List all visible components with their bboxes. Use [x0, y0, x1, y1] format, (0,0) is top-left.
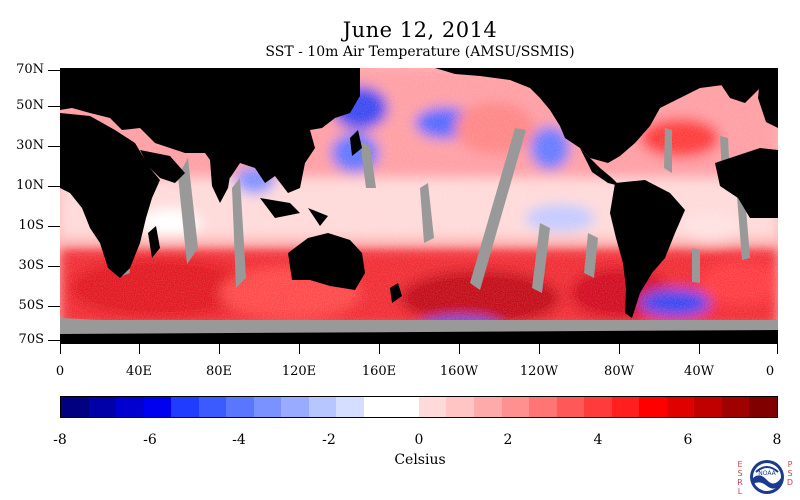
- colorbar-swatch: [611, 397, 640, 417]
- lon-tick: [539, 344, 540, 354]
- lon-label: 80W: [604, 364, 634, 379]
- lat-tick: [48, 70, 60, 71]
- noaa-emblem-icon: NOAA: [750, 460, 784, 494]
- colorbar-swatch: [391, 397, 419, 417]
- lon-tick: [219, 344, 220, 354]
- colorbar-tick-label: -6: [143, 432, 157, 448]
- sst-anomaly-map: [60, 68, 778, 344]
- colorbar-swatch: [308, 397, 337, 417]
- lat-tick: [48, 146, 60, 147]
- lat-tick: [48, 106, 60, 107]
- lat-label: 10N: [16, 178, 44, 193]
- lon-tick: [379, 344, 380, 354]
- lat-tick: [48, 306, 60, 307]
- colorbar-swatch: [639, 397, 667, 417]
- colorbar-swatch: [418, 397, 447, 417]
- lat-label: 50N: [16, 98, 44, 113]
- lon-label: 160E: [361, 364, 397, 379]
- colorbar-swatch: [253, 397, 282, 417]
- map-subtitle: SST - 10m Air Temperature (AMSU/SSMIS): [265, 44, 575, 60]
- colorbar-swatch: [198, 397, 227, 417]
- land-masses: [60, 68, 778, 344]
- lat-tick: [48, 186, 60, 187]
- lat-label: 70S: [18, 332, 44, 347]
- colorbar-tick-label: 4: [593, 432, 603, 448]
- colorbar-swatch: [281, 397, 309, 417]
- colorbar-tick-label: -4: [232, 432, 246, 448]
- colorbar-swatch: [116, 397, 144, 417]
- lon-label: 40E: [125, 364, 153, 379]
- colorbar-swatch: [61, 397, 89, 417]
- colorbar-tick-label: 0: [414, 432, 424, 448]
- lat-label: 30S: [18, 258, 44, 273]
- colorbar-swatch: [721, 397, 750, 417]
- lat-label: 70N: [16, 62, 44, 77]
- lon-tick: [777, 344, 778, 354]
- lon-tick: [699, 344, 700, 354]
- colorbar-swatch: [88, 397, 117, 417]
- colorbar: [60, 396, 778, 418]
- colorbar-tick-label: 6: [683, 432, 693, 448]
- lat-label: 30N: [16, 138, 44, 153]
- colorbar-swatch: [501, 397, 530, 417]
- lon-tick: [60, 344, 61, 354]
- colorbar-tick-label: -2: [322, 432, 336, 448]
- colorbar-swatch: [143, 397, 172, 417]
- colorbar-tick-label: -8: [53, 432, 67, 448]
- colorbar-units: Celsius: [394, 452, 446, 468]
- lon-label: 120E: [281, 364, 317, 379]
- colorbar-swatch: [473, 397, 502, 417]
- lon-tick: [459, 344, 460, 354]
- lat-tick: [48, 266, 60, 267]
- lat-label: 10S: [18, 218, 44, 233]
- colorbar-swatch: [226, 397, 254, 417]
- map-title: June 12, 2014: [342, 18, 498, 42]
- colorbar-tick-label: 8: [772, 432, 782, 448]
- lon-label: 120W: [519, 364, 559, 379]
- colorbar-swatch: [694, 397, 722, 417]
- lon-label: 40W: [684, 364, 714, 379]
- lat-label: 50S: [18, 298, 44, 313]
- lat-tick: [48, 226, 60, 227]
- noaa-wordmark: NOAA: [758, 470, 776, 477]
- colorbar-swatch: [749, 397, 777, 417]
- colorbar-swatch: [584, 397, 612, 417]
- colorbar-swatch: [666, 397, 695, 417]
- lon-tick: [299, 344, 300, 354]
- colorbar-swatch: [171, 397, 199, 417]
- lon-tick: [619, 344, 620, 354]
- colorbar-swatch: [446, 397, 474, 417]
- lon-label: 80E: [205, 364, 233, 379]
- colorbar-swatch: [363, 397, 392, 417]
- colorbar-swatch: [556, 397, 585, 417]
- lat-tick: [48, 340, 60, 341]
- lon-label: 0: [765, 364, 775, 379]
- lon-label: 160W: [439, 364, 479, 379]
- colorbar-tick-label: 2: [503, 432, 513, 448]
- colorbar-swatch: [529, 397, 557, 417]
- lon-label: 0: [55, 364, 65, 379]
- colorbar-swatch: [336, 397, 364, 417]
- lon-tick: [139, 344, 140, 354]
